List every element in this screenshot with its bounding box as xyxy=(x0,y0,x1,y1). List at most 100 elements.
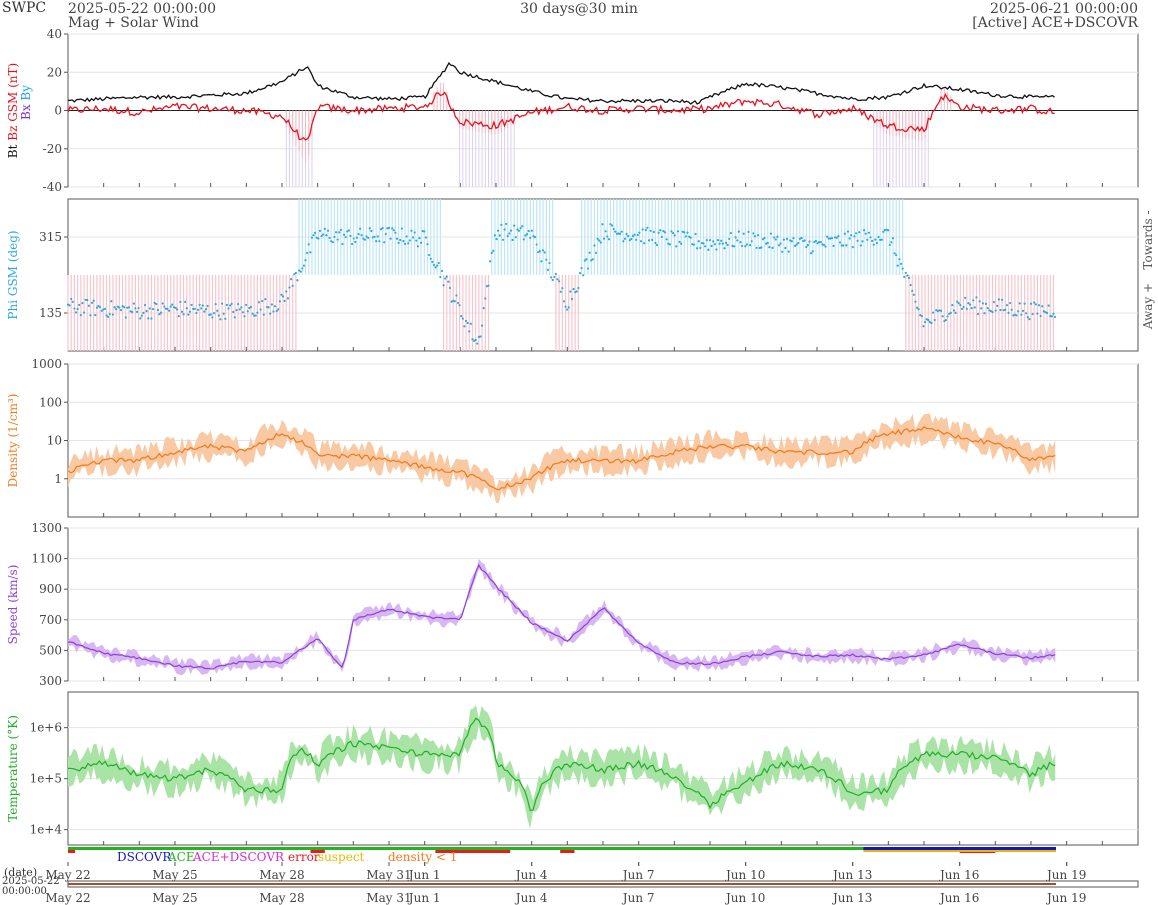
phi-point xyxy=(415,239,418,242)
x-tick-label: Jun 7 xyxy=(621,891,655,905)
phi-point xyxy=(538,250,541,253)
x-tick-label: Jun 4 xyxy=(514,868,548,882)
phi-point xyxy=(928,320,931,324)
phi-point xyxy=(147,317,150,320)
phi-point xyxy=(281,295,285,298)
phi-point xyxy=(586,267,590,270)
y-tick-label: 100 xyxy=(39,395,62,409)
phi-point xyxy=(198,303,201,306)
phi-point xyxy=(1005,304,1009,307)
phi-point xyxy=(233,316,237,319)
phi-point xyxy=(850,234,853,237)
x-tick-label: May 25 xyxy=(152,891,197,905)
phi-point xyxy=(363,238,367,241)
phi-point xyxy=(400,227,403,230)
phi-point xyxy=(808,240,811,243)
phi-point xyxy=(352,237,355,240)
phi-point xyxy=(145,309,148,313)
phi-point xyxy=(931,311,935,314)
phi-point xyxy=(984,302,988,306)
phi-point xyxy=(367,236,370,239)
phi-point xyxy=(286,297,289,300)
data-source-label: [Active] ACE+DSCOVR xyxy=(972,15,1138,31)
phi-point xyxy=(944,318,948,322)
phi-ylabel: Phi GSM (deg) xyxy=(6,230,20,319)
phi-point xyxy=(806,244,810,247)
phi-point xyxy=(395,237,399,240)
phi-point xyxy=(989,309,992,313)
phi-point xyxy=(272,310,275,313)
phi-point xyxy=(869,236,872,239)
phi-point xyxy=(819,240,822,244)
phi-point xyxy=(180,310,184,313)
date-start-label: 2025-05-22 00:00:00 xyxy=(2,877,60,897)
phi-point xyxy=(713,243,716,246)
phi-point xyxy=(619,232,622,235)
phi-point xyxy=(602,237,606,240)
phi-point xyxy=(912,293,915,296)
phi-point xyxy=(1010,308,1013,311)
phi-point xyxy=(359,227,362,230)
phi-point xyxy=(909,283,912,287)
phi-point xyxy=(298,269,301,272)
legend-dscovr: DSCOVR xyxy=(117,850,172,864)
phi-point xyxy=(1020,313,1023,316)
phi-point xyxy=(920,315,923,318)
phi-point xyxy=(962,305,965,309)
temperature-line xyxy=(67,717,1056,812)
suspect-marks xyxy=(863,850,1056,852)
phi-point xyxy=(964,296,967,299)
phi-point xyxy=(981,302,984,305)
mag-ylabel-part: By xyxy=(19,85,33,105)
phi-point xyxy=(429,257,432,260)
phi-point xyxy=(291,284,294,287)
phi-point xyxy=(113,306,116,309)
phi-point xyxy=(86,298,89,302)
phi-point xyxy=(155,302,158,306)
temperature-ylabel: Temperature (°K) xyxy=(6,715,20,822)
phi-point xyxy=(151,308,155,311)
phi-point xyxy=(676,230,680,233)
phi-point xyxy=(610,224,614,227)
phi-point xyxy=(79,314,82,317)
phi-point xyxy=(824,245,827,248)
phi-point xyxy=(856,239,859,242)
phi-point xyxy=(257,301,261,304)
phi-point xyxy=(484,297,487,300)
x-tick-label: May 22 xyxy=(45,891,90,905)
phi-point xyxy=(999,308,1002,312)
phi-point xyxy=(663,231,667,234)
phi-point xyxy=(318,229,322,232)
phi-point xyxy=(171,303,174,306)
phi-point xyxy=(744,245,747,248)
phi-point xyxy=(143,303,147,307)
x-tick-label: Jun 16 xyxy=(938,891,979,905)
phi-point xyxy=(107,315,110,318)
phi-point xyxy=(848,237,851,240)
swpc-title: SWPC xyxy=(2,0,47,16)
phi-point xyxy=(245,303,248,306)
phi-point xyxy=(323,227,326,231)
phi-point xyxy=(651,238,654,242)
phi-point xyxy=(309,251,312,254)
phi-point xyxy=(320,234,323,238)
phi-point xyxy=(652,230,655,234)
phi-point xyxy=(688,235,691,238)
phi-point xyxy=(729,231,732,235)
phi-point xyxy=(273,305,277,308)
y-tick-label: 135 xyxy=(39,306,62,320)
phi-point xyxy=(131,310,134,314)
x-tick-label: Jun 19 xyxy=(1045,868,1086,882)
phi-point xyxy=(325,234,328,237)
phi-point xyxy=(490,251,493,255)
phi-point xyxy=(153,301,156,305)
phi-point xyxy=(668,243,671,246)
phi-point xyxy=(647,239,651,242)
phi-point xyxy=(196,308,200,311)
phi-point xyxy=(249,305,253,309)
phi-point xyxy=(996,304,999,307)
phi-point xyxy=(779,242,782,245)
phi-point xyxy=(553,275,556,279)
phi-point xyxy=(1052,312,1055,315)
phi-point xyxy=(389,237,392,240)
